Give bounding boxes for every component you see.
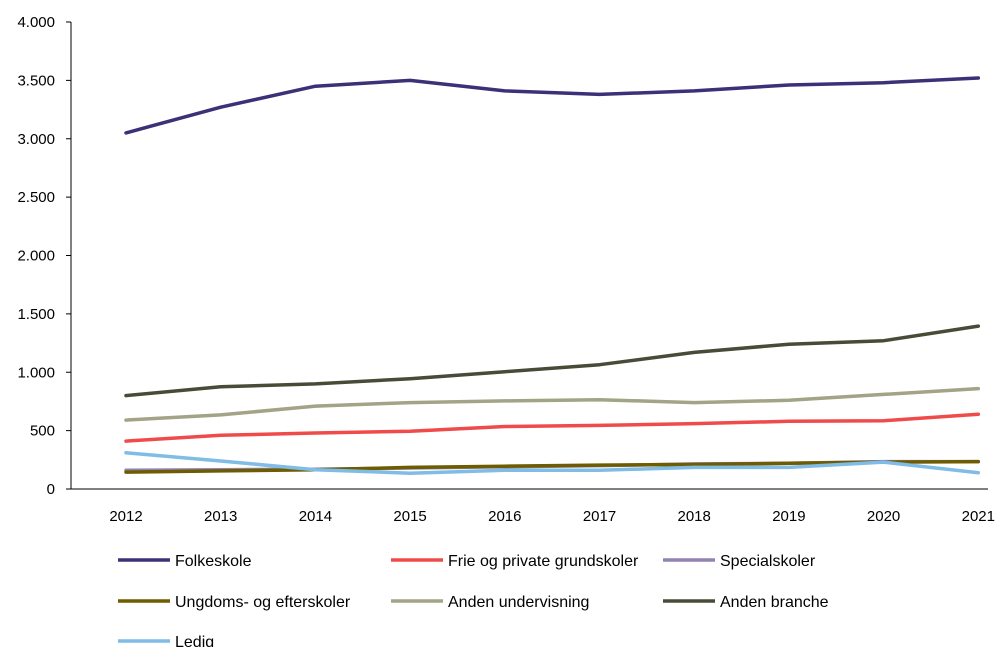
series-line (124, 459, 981, 474)
y-tick-label: 4.000 (17, 14, 55, 31)
x-tick-label: 2019 (772, 508, 805, 525)
y-tick-label: 2.000 (17, 248, 55, 265)
legend-label: Anden undervisning (448, 594, 589, 611)
y-tick-label: 0 (47, 481, 55, 498)
legend-label: Specialskoler (720, 553, 816, 570)
series-line (124, 412, 981, 443)
x-tick-label: 2021 (962, 508, 995, 525)
x-tick-label: 2020 (867, 508, 900, 525)
series-line (124, 451, 981, 475)
x-tick-label: 2013 (204, 508, 237, 525)
legend-label: Frie og private grundskoler (448, 553, 639, 570)
x-tick-label: 2015 (393, 508, 426, 525)
y-tick-label: 500 (30, 423, 55, 440)
y-tick-label: 2.500 (17, 189, 55, 206)
series-line (124, 76, 981, 135)
plot-area: 0 500 1.000 1.500 2.000 2.500 3.000 3.500 4.000 2… (17, 14, 995, 525)
legend-label: Anden branche (720, 594, 829, 611)
y-tick-label: 1.500 (17, 306, 55, 323)
y-tick-label: 1.000 (17, 364, 55, 381)
series-line (124, 324, 981, 398)
series-line (124, 386, 981, 422)
x-tick-label: 2014 (299, 508, 332, 525)
x-tick-label: 2012 (109, 508, 142, 525)
x-tick-label: 2016 (488, 508, 521, 525)
legend-label: Ungdoms- og efterskoler (175, 594, 351, 611)
legend-label: Folkeskole (175, 553, 252, 570)
y-tick-label: 3.000 (17, 131, 55, 148)
legend: Folkeskole Frie og private grundskoler Spe… (118, 553, 829, 647)
x-tick-label: 2017 (583, 508, 616, 525)
y-tick-label: 3.500 (17, 72, 55, 89)
legend-label: Ledig (175, 634, 214, 647)
x-tick-label: 2018 (678, 508, 711, 525)
